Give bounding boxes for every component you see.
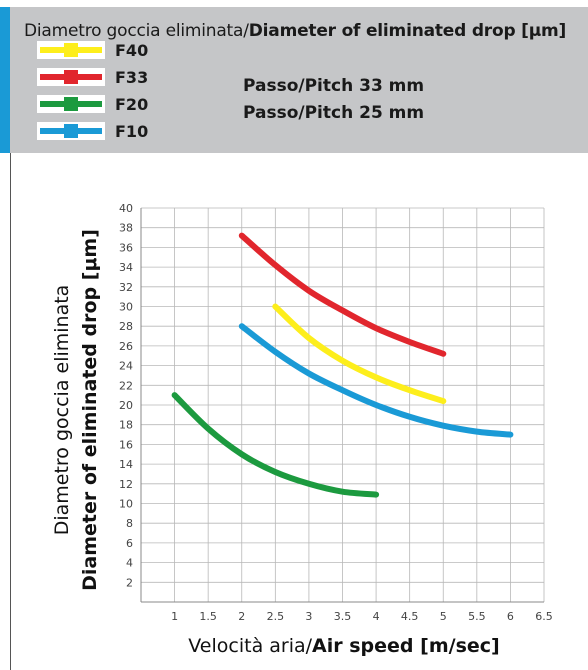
series-line-f40 bbox=[272, 303, 447, 405]
series-line-f20 bbox=[171, 392, 380, 498]
legend-label: F20 bbox=[115, 95, 149, 114]
x-axis-title-bold: Air speed [m/sec] bbox=[312, 635, 500, 657]
x-tick-label: 3 bbox=[305, 610, 312, 623]
x-tick-label: 2 bbox=[238, 610, 245, 623]
legend-marker bbox=[64, 124, 78, 138]
y-tick-label: 16 bbox=[119, 438, 133, 451]
x-tick-label: 1 bbox=[171, 610, 178, 623]
legend-marker bbox=[64, 70, 78, 84]
legend-swatch bbox=[37, 122, 105, 140]
x-tick-label: 2.5 bbox=[267, 610, 285, 623]
y-tick-label: 18 bbox=[119, 419, 133, 432]
y-axis-title-line1: Diametro goccia eliminata bbox=[51, 285, 73, 536]
y-tick-label: 28 bbox=[119, 320, 133, 333]
y-tick-label: 22 bbox=[119, 379, 133, 392]
x-tick-label: 3.5 bbox=[334, 610, 352, 623]
x-tick-label: 6 bbox=[507, 610, 514, 623]
y-tick-label: 32 bbox=[119, 281, 133, 294]
chart-header-title: Diametro goccia eliminata/Diameter of el… bbox=[24, 21, 566, 41]
legend-label: F40 bbox=[115, 41, 149, 60]
legend-swatch bbox=[37, 41, 105, 59]
legend-swatch bbox=[37, 95, 105, 113]
y-tick-label: 40 bbox=[119, 202, 133, 215]
y-tick-label: 12 bbox=[119, 478, 133, 491]
legend-header: Diametro goccia eliminata/Diameter of el… bbox=[10, 7, 588, 153]
legend-marker bbox=[64, 97, 78, 111]
y-tick-label: 20 bbox=[119, 399, 133, 412]
x-tick-label: 5 bbox=[440, 610, 447, 623]
y-tick-label: 10 bbox=[119, 498, 133, 511]
legend-label: F10 bbox=[115, 122, 149, 141]
header-title-regular: Diametro goccia eliminata/ bbox=[24, 21, 249, 41]
legend-marker bbox=[64, 43, 78, 57]
y-tick-label: 30 bbox=[119, 301, 133, 314]
x-axis-title: Velocità aria/Air speed [m/sec] bbox=[188, 635, 499, 657]
pitch-label-33: Passo/Pitch 33 mm bbox=[243, 76, 425, 96]
left-border-line bbox=[10, 153, 11, 670]
x-tick-label: 1.5 bbox=[199, 610, 217, 623]
y-tick-label: 38 bbox=[119, 222, 133, 235]
x-tick-label: 4.5 bbox=[401, 610, 419, 623]
series-line-f10 bbox=[238, 323, 514, 438]
y-tick-label: 36 bbox=[119, 241, 133, 254]
series-line-f33 bbox=[238, 232, 447, 357]
series-lines bbox=[171, 232, 514, 498]
accent-bar bbox=[0, 7, 10, 153]
y-tick-label: 4 bbox=[126, 557, 133, 570]
legend-swatch bbox=[37, 68, 105, 86]
x-tick-label: 6.5 bbox=[535, 610, 553, 623]
y-tick-label: 14 bbox=[119, 458, 133, 471]
y-axis-title-line2: Diameter of eliminated drop [μm] bbox=[79, 229, 101, 591]
x-tick-label: 5.5 bbox=[468, 610, 486, 623]
pitch-label-25: Passo/Pitch 25 mm bbox=[243, 103, 425, 123]
legend-label: F33 bbox=[115, 68, 149, 87]
y-tick-label: 26 bbox=[119, 340, 133, 353]
grid bbox=[140, 207, 545, 603]
y-tick-label: 6 bbox=[126, 537, 133, 550]
x-tick-label: 4 bbox=[373, 610, 380, 623]
y-tick-label: 34 bbox=[119, 261, 133, 274]
y-tick-label: 2 bbox=[126, 576, 133, 589]
y-tick-label: 24 bbox=[119, 360, 133, 373]
y-tick-label: 8 bbox=[126, 517, 133, 530]
header-title-bold: Diameter of eliminated drop [μm] bbox=[248, 21, 567, 41]
x-axis-title-regular: Velocità aria/ bbox=[188, 635, 312, 657]
